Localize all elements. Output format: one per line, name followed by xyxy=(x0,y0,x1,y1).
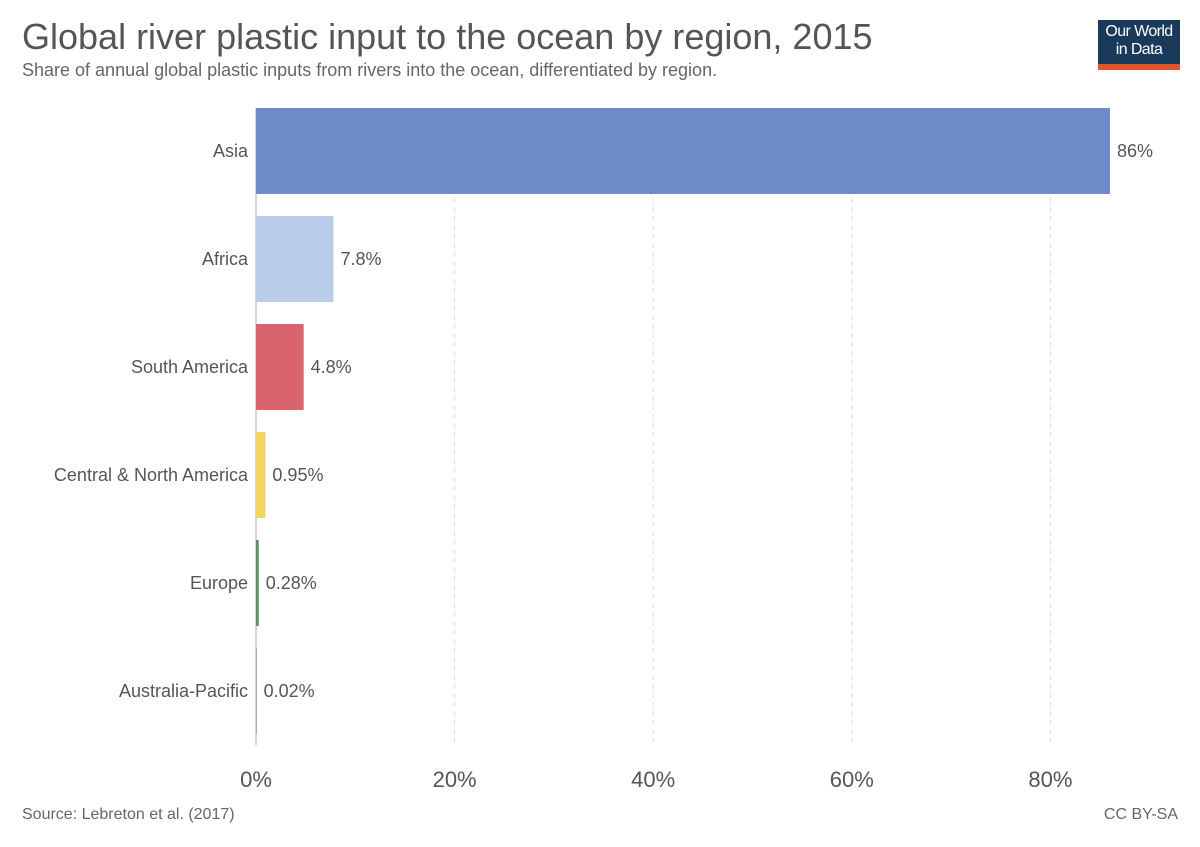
category-label: Asia xyxy=(213,141,249,161)
category-labels: Asia Africa South America Central & North A… xyxy=(54,141,249,701)
bar-africa[interactable] xyxy=(256,216,334,302)
x-tick-label: 60% xyxy=(830,767,874,792)
chart-title: Global river plastic input to the ocean … xyxy=(22,16,873,57)
category-label: Australia-Pacific xyxy=(119,681,248,701)
logo-accent-bar xyxy=(1098,64,1180,70)
bar-chart: Asia Africa South America Central & North A… xyxy=(54,108,1153,792)
logo-line-2: in Data xyxy=(1115,41,1163,58)
source-note: Source: Lebreton et al. (2017) xyxy=(22,806,235,823)
x-tick-label: 40% xyxy=(631,767,675,792)
bar-south-america[interactable] xyxy=(256,324,304,410)
owid-logo[interactable]: Our World in Data xyxy=(1098,20,1180,70)
value-label: 7.8% xyxy=(340,249,381,269)
bars xyxy=(256,108,1110,734)
category-label: Central & North America xyxy=(54,465,249,485)
bar-asia[interactable] xyxy=(256,108,1110,194)
category-label: South America xyxy=(131,357,249,377)
x-axis-ticks: 0% 20% 40% 60% 80% xyxy=(240,767,1072,792)
value-label: 0.02% xyxy=(264,681,315,701)
license-link[interactable]: CC BY-SA xyxy=(1103,806,1178,823)
bar-central-north-america[interactable] xyxy=(256,432,266,518)
chart-subtitle: Share of annual global plastic inputs fr… xyxy=(22,60,718,80)
value-label: 86% xyxy=(1117,141,1153,161)
bar-australia-pacific[interactable] xyxy=(256,648,257,734)
value-label: 0.28% xyxy=(266,573,317,593)
category-label: Africa xyxy=(202,249,249,269)
bar-europe[interactable] xyxy=(256,540,259,626)
logo-line-1: Our World xyxy=(1105,23,1173,40)
value-labels: 86% 7.8% 4.8% 0.95% 0.28% 0.02% xyxy=(264,141,1153,701)
x-tick-label: 80% xyxy=(1028,767,1072,792)
gridlines xyxy=(255,108,1051,745)
value-label: 4.8% xyxy=(311,357,352,377)
value-label: 0.95% xyxy=(272,465,323,485)
x-tick-label: 0% xyxy=(240,767,272,792)
category-label: Europe xyxy=(190,573,248,593)
x-tick-label: 20% xyxy=(433,767,477,792)
